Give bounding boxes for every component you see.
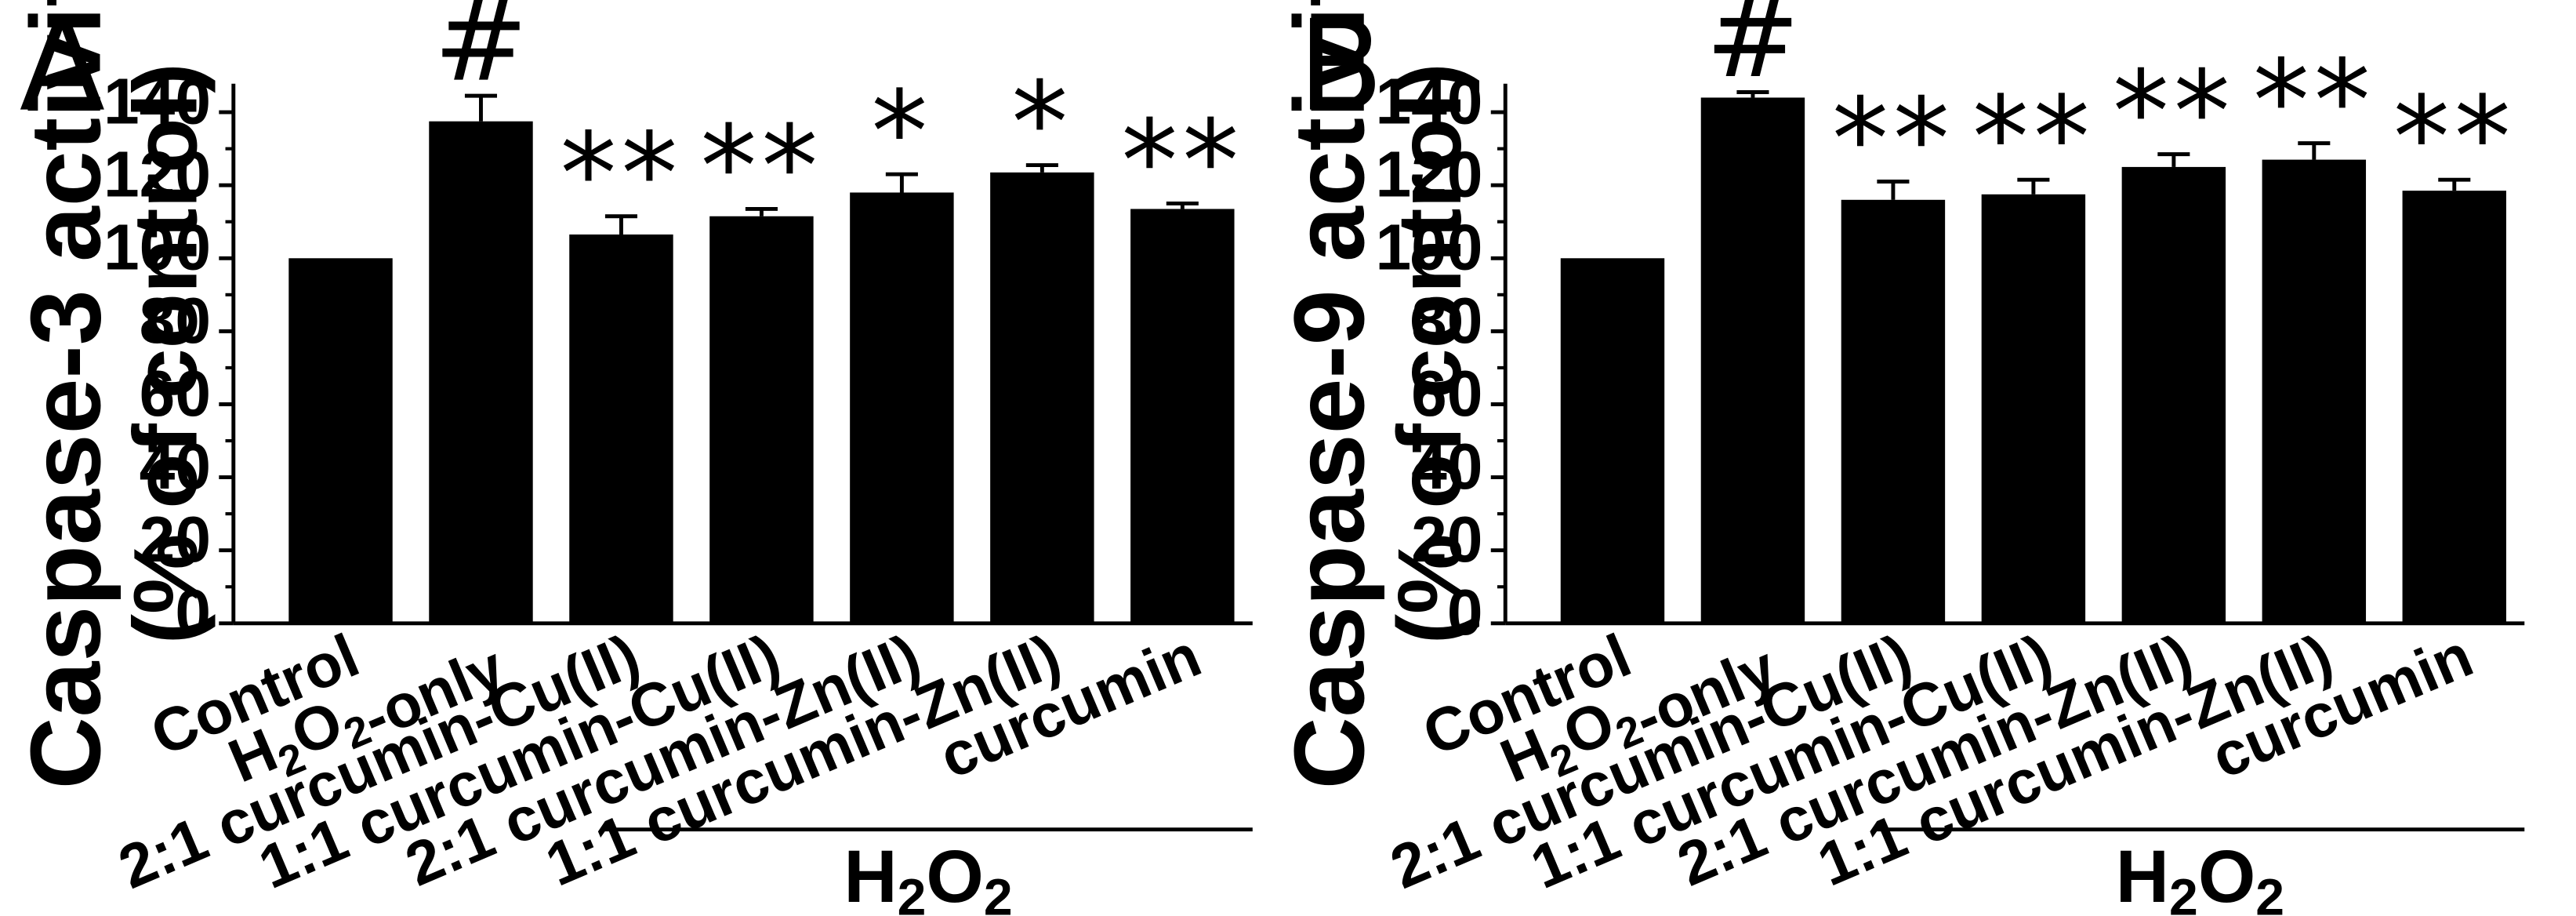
- bar-1: [429, 121, 533, 623]
- y-tick-label: 140: [1375, 66, 1482, 137]
- bar-2: [569, 234, 673, 623]
- significance-label-6: **: [2393, 72, 2516, 203]
- y-tick-label: 0: [175, 577, 211, 649]
- y-tick-label: 120: [103, 140, 211, 211]
- significance-label-2: **: [1832, 74, 1954, 205]
- significance-label-6: **: [1121, 96, 1243, 227]
- significance-label-4: *: [871, 67, 932, 198]
- y-axis-title: Caspase-9 activity: [1274, 0, 1385, 789]
- y-tick-label: 140: [103, 66, 211, 137]
- significance-label-5: **: [2253, 36, 2375, 167]
- y-axis-title: Caspase-3 activity: [9, 0, 121, 789]
- bar-6: [2402, 191, 2507, 623]
- bar-6: [1130, 209, 1235, 623]
- significance-label-1: #: [434, 0, 528, 107]
- y-tick-label: 60: [140, 358, 211, 430]
- y-tick-label: 120: [1375, 140, 1482, 211]
- bar-4: [850, 192, 954, 623]
- panel-letter-b: B: [1297, 0, 1384, 140]
- bar-5: [990, 172, 1094, 623]
- y-tick-label: 100: [1375, 213, 1482, 284]
- bar-0: [288, 258, 393, 623]
- panel-letter-a: A: [20, 0, 106, 140]
- y-axis-subtitle: (% of control): [116, 63, 216, 644]
- y-tick-label: 60: [1411, 358, 1482, 430]
- y-axis-subtitle: (% of control): [1380, 63, 1480, 644]
- bar-3: [1981, 194, 2086, 623]
- bar-3: [709, 216, 814, 623]
- significance-label-3: **: [701, 101, 823, 232]
- bar-5: [2262, 159, 2367, 623]
- y-tick-label: 40: [140, 431, 211, 503]
- y-tick-label: 100: [103, 213, 211, 284]
- y-tick-label: 20: [140, 504, 211, 576]
- bar-2: [1841, 199, 1946, 623]
- y-tick-label: 20: [1411, 504, 1482, 576]
- significance-label-4: **: [2113, 47, 2235, 178]
- bar-0: [1560, 258, 1665, 623]
- y-tick-label: 40: [1411, 431, 1482, 503]
- y-tick-label: 80: [1411, 285, 1482, 357]
- significance-label-5: *: [1011, 57, 1072, 188]
- significance-label-2: **: [561, 109, 683, 240]
- y-tick-label: 80: [140, 285, 211, 357]
- y-tick-label: 0: [1447, 577, 1483, 649]
- group-label: H2O2: [844, 835, 1012, 916]
- significance-label-1: #: [1706, 0, 1800, 103]
- group-label: H2O2: [2116, 835, 2284, 916]
- bar-1: [1700, 97, 1805, 623]
- bar-4: [2121, 166, 2226, 623]
- significance-label-3: **: [1972, 72, 2095, 203]
